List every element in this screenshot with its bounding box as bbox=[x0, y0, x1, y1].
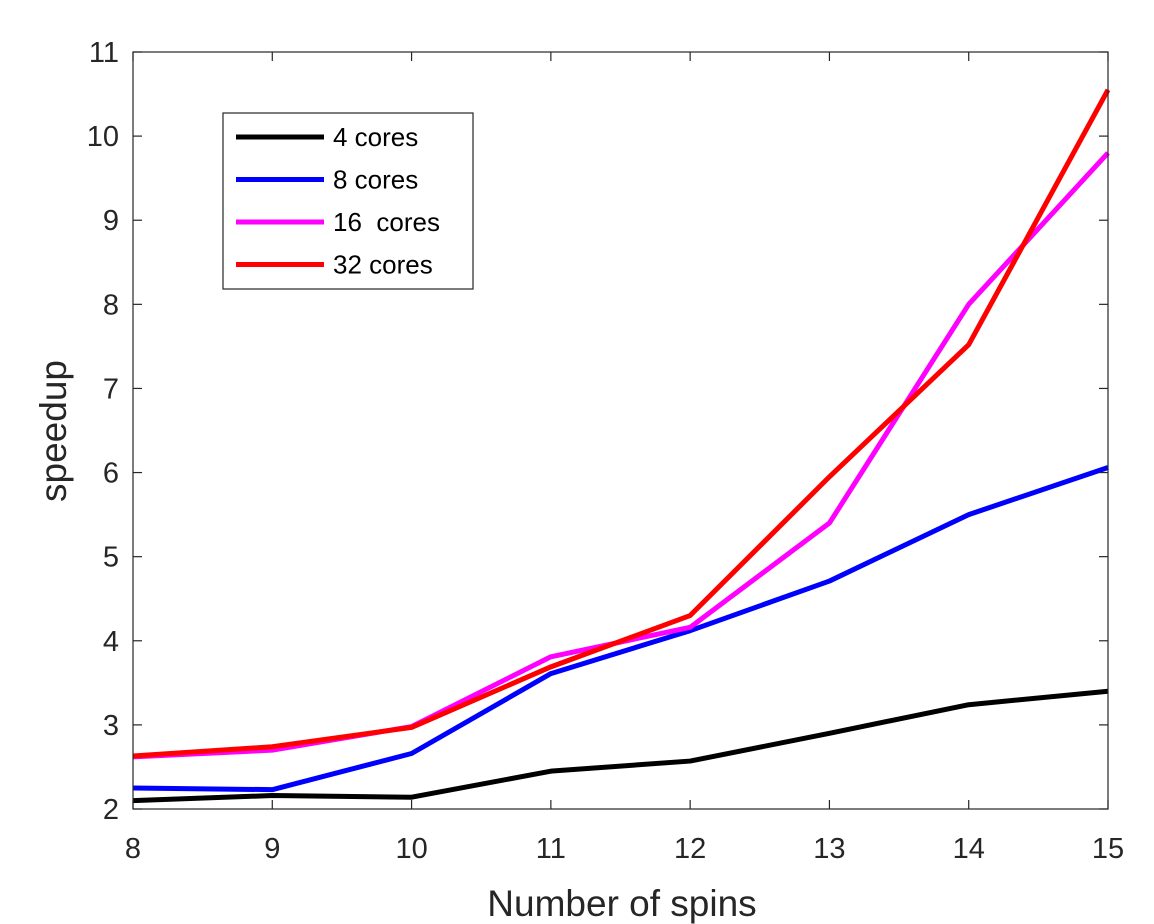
y-tick-label: 10 bbox=[87, 121, 119, 153]
axes-layer bbox=[132, 51, 1109, 810]
y-tick-label: 2 bbox=[103, 794, 119, 826]
x-tick-label: 14 bbox=[953, 833, 985, 865]
series-line-1 bbox=[132, 688, 1109, 804]
axes-box bbox=[132, 51, 1109, 810]
y-tick-label: 8 bbox=[103, 289, 119, 321]
series-layer bbox=[132, 88, 1111, 804]
y-axis-title: speedup bbox=[33, 360, 74, 502]
y-tick-label: 3 bbox=[103, 710, 119, 742]
legend-box bbox=[222, 112, 474, 290]
legend-item: 16 cores bbox=[236, 207, 440, 237]
x-axis-title: Number of spins bbox=[487, 883, 756, 924]
y-tick-label: 4 bbox=[103, 626, 119, 658]
x-tick-label: 13 bbox=[813, 833, 845, 865]
series-line-2 bbox=[132, 465, 1109, 793]
y-tick-label: 5 bbox=[103, 542, 119, 574]
ticks-layer: 8 9 10 11 12 13 14 15 2 3 4 5 6 7 8 9 10 11 bbox=[87, 37, 1124, 865]
series-line-4 bbox=[132, 88, 1111, 759]
x-tick-label: 10 bbox=[395, 833, 427, 865]
y-tick-label: 7 bbox=[103, 373, 119, 405]
x-tick-label: 11 bbox=[536, 833, 566, 865]
legend-item: 8 cores bbox=[236, 165, 418, 195]
x-tick-label: 9 bbox=[264, 833, 280, 865]
legend: 4 cores 8 cores 16 cores 32 cores bbox=[222, 112, 474, 290]
x-tick-label: 15 bbox=[1092, 833, 1124, 865]
y-tick-label: 11 bbox=[89, 37, 119, 69]
legend-label: 8 cores bbox=[333, 165, 418, 195]
legend-item: 32 cores bbox=[236, 250, 433, 280]
legend-label: 32 cores bbox=[333, 250, 433, 280]
x-tick-label: 12 bbox=[674, 833, 706, 865]
y-tick-label: 9 bbox=[103, 205, 119, 237]
y-tick-label: 6 bbox=[103, 458, 119, 490]
x-tick-label: 8 bbox=[125, 833, 141, 865]
legend-label: 4 cores bbox=[333, 122, 418, 152]
legend-item: 4 cores bbox=[236, 122, 418, 152]
legend-label: 16 cores bbox=[333, 207, 440, 237]
